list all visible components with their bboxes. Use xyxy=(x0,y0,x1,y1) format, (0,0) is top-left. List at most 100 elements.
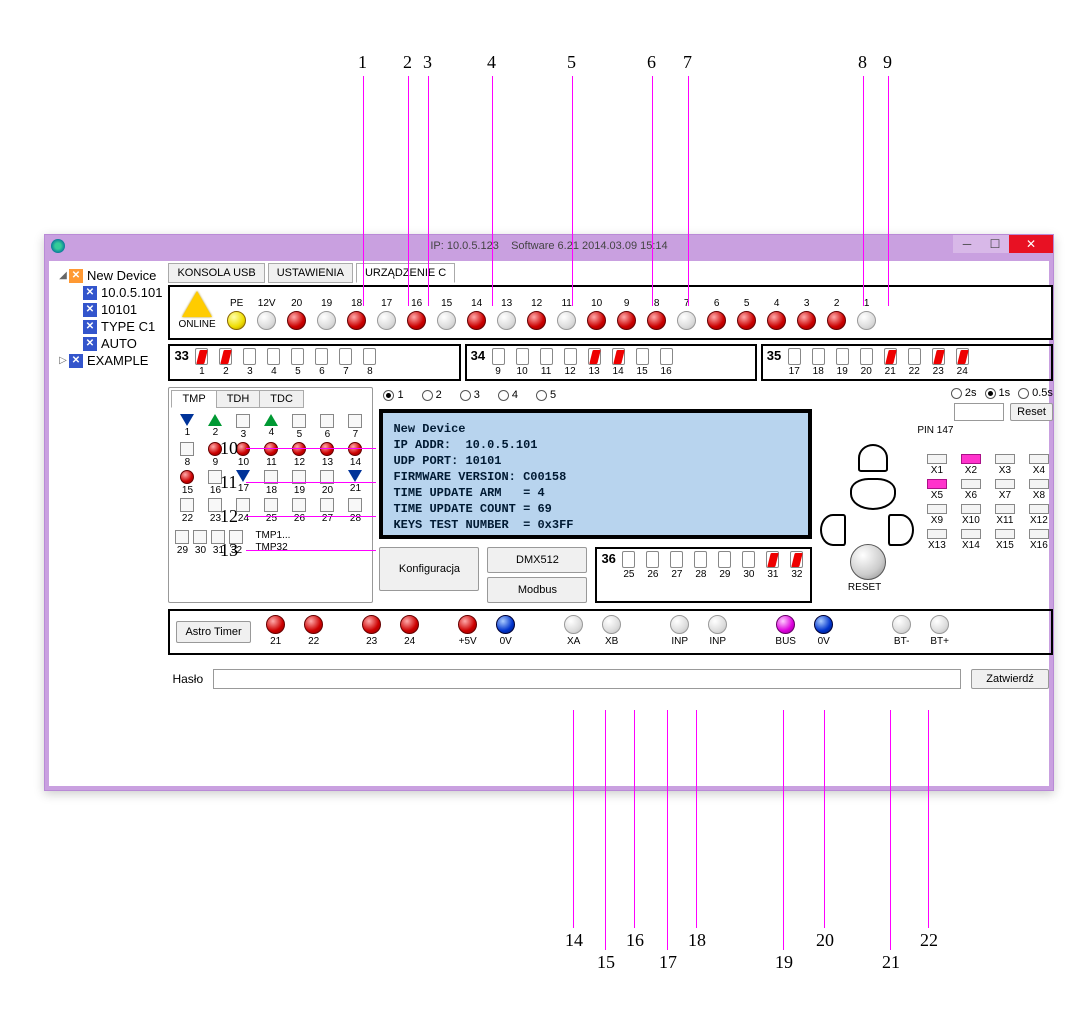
dip-switch[interactable]: 2 xyxy=(217,348,235,377)
device-tree[interactable]: ◢ ✕ New Device ✕10.0.5.101✕10101✕TYPE C1… xyxy=(49,261,166,786)
tmp-cell[interactable]: 30 xyxy=(193,530,207,556)
dip-switch[interactable]: 17 xyxy=(785,348,803,377)
dip-switch[interactable]: 6 xyxy=(313,348,331,377)
tmp-cell[interactable]: 13 xyxy=(315,442,339,468)
tab-ustawienia[interactable]: USTAWIENIA xyxy=(268,263,353,283)
tmp-cell[interactable]: 5 xyxy=(287,414,311,440)
dip-switch[interactable]: 1 xyxy=(193,348,211,377)
dip-switch[interactable]: 10 xyxy=(513,348,531,377)
x-label: X8 xyxy=(1033,490,1045,501)
tmp-cell[interactable]: 29 xyxy=(175,530,189,556)
astro-timer-button[interactable]: Astro Timer xyxy=(176,621,250,643)
tree-child[interactable]: ✕AUTO xyxy=(53,335,162,352)
tmp-cell[interactable]: 25 xyxy=(259,498,283,524)
dip-switch[interactable]: 31 xyxy=(764,551,782,580)
dip-switch[interactable]: 15 xyxy=(633,348,651,377)
reset-button[interactable]: Reset xyxy=(1010,403,1053,421)
tmp-cell[interactable]: 4 xyxy=(259,414,283,440)
tmp-cell[interactable]: 8 xyxy=(175,442,199,468)
dip-switch[interactable]: 28 xyxy=(692,551,710,580)
dip-switch[interactable]: 4 xyxy=(265,348,283,377)
switch-indicator xyxy=(588,348,601,365)
dip-switch[interactable]: 5 xyxy=(289,348,307,377)
radio-option[interactable]: 5 xyxy=(536,389,556,401)
dip-switch[interactable]: 32 xyxy=(788,551,806,580)
tmp-cell[interactable]: 19 xyxy=(287,470,311,496)
dip-switch[interactable]: 14 xyxy=(609,348,627,377)
tmp-cell[interactable]: 6 xyxy=(315,414,339,440)
expand-icon[interactable]: ◢ xyxy=(57,270,69,281)
dip-switch[interactable]: 18 xyxy=(809,348,827,377)
tree-root[interactable]: ◢ ✕ New Device xyxy=(53,267,162,284)
dip-switch[interactable]: 22 xyxy=(905,348,923,377)
expand-icon[interactable]: ▷ xyxy=(57,355,69,366)
dip-switch[interactable]: 7 xyxy=(337,348,355,377)
dip-switch[interactable]: 3 xyxy=(241,348,259,377)
dip-switch[interactable]: 25 xyxy=(620,551,638,580)
nav-center-button[interactable] xyxy=(850,478,896,510)
tree-child[interactable]: ✕10.0.5.101 xyxy=(53,284,162,301)
speed-option[interactable]: 1s xyxy=(985,387,1011,399)
nav-up-button[interactable] xyxy=(858,444,888,472)
tmp-tab-tmp[interactable]: TMP xyxy=(171,390,216,408)
tree-sibling[interactable]: ▷ ✕ EXAMPLE xyxy=(53,352,162,369)
tmp-cell[interactable]: 21 xyxy=(343,470,367,496)
radio-option[interactable]: 2 xyxy=(422,389,442,401)
channel-radios[interactable]: 1 2 3 4 5 xyxy=(379,387,811,403)
konfiguracja-button[interactable]: Konfiguracja xyxy=(379,547,479,591)
tmp-cell[interactable]: 2 xyxy=(203,414,227,440)
dip-switch[interactable]: 24 xyxy=(953,348,971,377)
tree-child[interactable]: ✕10101 xyxy=(53,301,162,318)
tmp-cell[interactable]: 18 xyxy=(259,470,283,496)
tmp-cell[interactable]: 14 xyxy=(343,442,367,468)
maximize-button[interactable]: ☐ xyxy=(981,235,1009,253)
password-input[interactable] xyxy=(213,669,961,689)
dip-switch[interactable]: 29 xyxy=(716,551,734,580)
dip-switch[interactable]: 11 xyxy=(537,348,555,377)
tmp-cell[interactable]: 28 xyxy=(343,498,367,524)
tmp-cell[interactable]: 3 xyxy=(231,414,255,440)
tmp-cell[interactable]: 22 xyxy=(175,498,199,524)
dip-switch[interactable]: 20 xyxy=(857,348,875,377)
callout-number: 19 xyxy=(775,952,793,973)
radio-option[interactable]: 1 xyxy=(383,389,403,401)
tab-urzadzenie[interactable]: URZĄDZENIE C xyxy=(356,263,455,283)
tmp-tab-tdh[interactable]: TDH xyxy=(216,390,261,408)
modbus-button[interactable]: Modbus xyxy=(487,577,587,603)
dip-switch[interactable]: 26 xyxy=(644,551,662,580)
minimize-button[interactable]: ─ xyxy=(953,235,981,253)
dip-switch[interactable]: 19 xyxy=(833,348,851,377)
close-button[interactable]: ✕ xyxy=(1009,235,1053,253)
speed-option[interactable]: 0.5s xyxy=(1018,387,1053,399)
dip-switch[interactable]: 21 xyxy=(881,348,899,377)
dip-switch[interactable]: 16 xyxy=(657,348,675,377)
dip-switch[interactable]: 13 xyxy=(585,348,603,377)
speed-option[interactable]: 2s xyxy=(951,387,977,399)
dmx-button[interactable]: DMX512 xyxy=(487,547,587,573)
tree-child[interactable]: ✕TYPE C1 xyxy=(53,318,162,335)
tmp-cell[interactable]: 20 xyxy=(315,470,339,496)
dip-switch[interactable]: 12 xyxy=(561,348,579,377)
tmp-cell[interactable]: 1 xyxy=(175,414,199,440)
speed-radios[interactable]: 2s 1s 0.5s xyxy=(818,387,1053,399)
dip-switch[interactable]: 30 xyxy=(740,551,758,580)
tmp-cell[interactable]: 15 xyxy=(175,470,199,496)
nav-left-button[interactable] xyxy=(820,514,846,546)
tmp-cell[interactable]: 12 xyxy=(287,442,311,468)
nav-right-button[interactable] xyxy=(888,514,914,546)
dip-switch[interactable]: 23 xyxy=(929,348,947,377)
radio-option[interactable]: 3 xyxy=(460,389,480,401)
tmp-cell[interactable]: 26 xyxy=(287,498,311,524)
tmp-cell[interactable]: 11 xyxy=(259,442,283,468)
dip-switch[interactable]: 9 xyxy=(489,348,507,377)
tmp-cell[interactable]: 27 xyxy=(315,498,339,524)
dip-switch[interactable]: 27 xyxy=(668,551,686,580)
tmp-tab-tdc[interactable]: TDC xyxy=(259,390,304,408)
tab-konsola[interactable]: KONSOLA USB xyxy=(168,263,264,283)
reset-knob[interactable] xyxy=(850,544,886,580)
pin-input[interactable] xyxy=(954,403,1004,421)
zatwierdz-button[interactable]: Zatwierdź xyxy=(971,669,1049,689)
tmp-cell[interactable]: 7 xyxy=(343,414,367,440)
radio-option[interactable]: 4 xyxy=(498,389,518,401)
dip-switch[interactable]: 8 xyxy=(361,348,379,377)
